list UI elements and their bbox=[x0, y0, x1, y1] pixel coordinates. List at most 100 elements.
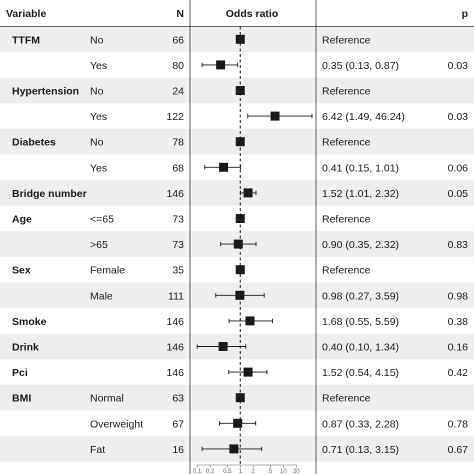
odds-ratio-point bbox=[233, 418, 243, 428]
row-n: 24 bbox=[172, 86, 184, 98]
row-p-value: 0.78 bbox=[448, 418, 469, 430]
row-p-value: 0.03 bbox=[448, 111, 469, 123]
row-n: 146 bbox=[166, 188, 184, 200]
row-level: Yes bbox=[90, 162, 107, 174]
row-variable: Drink bbox=[12, 342, 39, 354]
row-n: 67 bbox=[172, 418, 184, 430]
row-n: 146 bbox=[166, 342, 184, 354]
odds-ratio-point bbox=[270, 111, 280, 121]
odds-ratio-point bbox=[243, 367, 253, 377]
header-n: N bbox=[176, 8, 184, 20]
row-estimate-label: 0.87 (0.33, 2.28) bbox=[322, 418, 399, 430]
x-tick-label: 20 bbox=[293, 469, 300, 474]
header-p: p bbox=[462, 8, 468, 20]
row-p-value: 0.98 bbox=[448, 290, 469, 302]
row-estimate-label: 1.52 (1.01, 2.32) bbox=[322, 188, 399, 200]
odds-ratio-point bbox=[235, 86, 245, 95]
row-estimate-label: Reference bbox=[322, 137, 371, 149]
row-estimate-label: Reference bbox=[322, 393, 371, 405]
row-n: 122 bbox=[166, 111, 184, 123]
row-n: 146 bbox=[166, 316, 184, 328]
x-tick-label: 2 bbox=[252, 469, 256, 474]
row-p-value: 0.38 bbox=[448, 316, 469, 328]
row-variable: Hypertension bbox=[12, 86, 79, 98]
row-p-value: 0.83 bbox=[448, 239, 469, 251]
odds-ratio-point bbox=[233, 239, 243, 249]
header-odds-ratio: Odds ratio bbox=[226, 8, 279, 20]
table-rows: TTFM No 66 Reference Yes 80 0.35 (0.13, 0.87) 0… bbox=[12, 34, 468, 456]
row-estimate-label: Reference bbox=[322, 214, 371, 226]
row-variable: Bridge number bbox=[12, 188, 87, 200]
row-estimate-label: 0.40 (0.10, 1.34) bbox=[322, 342, 399, 354]
odds-ratio-point bbox=[235, 290, 245, 300]
row-estimate-label: 0.98 (0.27, 3.59) bbox=[322, 290, 399, 302]
row-estimate-label: 6.42 (1.49, 46.24) bbox=[322, 111, 405, 123]
row-variable: Sex bbox=[12, 265, 31, 277]
row-p-value: 0.42 bbox=[448, 367, 469, 379]
row-level: Male bbox=[90, 290, 113, 302]
row-variable: Diabetes bbox=[12, 137, 56, 149]
row-estimate-label: 0.71 (0.13, 3.15) bbox=[322, 444, 399, 456]
table-header: Variable N Odds ratio p bbox=[6, 8, 468, 20]
row-level: >65 bbox=[90, 239, 108, 251]
x-tick-label: 0.1 bbox=[193, 469, 202, 474]
row-level: Yes bbox=[90, 111, 107, 123]
row-estimate-label: Reference bbox=[322, 265, 371, 277]
row-level: Female bbox=[90, 265, 125, 277]
row-estimate-label: Reference bbox=[322, 34, 371, 46]
x-tick-label: 0.5 bbox=[223, 469, 232, 474]
x-axis: 0.1 0.2 0.5 1 2 5 10 20 bbox=[193, 464, 300, 474]
row-level: Normal bbox=[90, 393, 124, 405]
row-estimate-label: 0.90 (0.35, 2.32) bbox=[322, 239, 399, 251]
row-p-value: 0.03 bbox=[448, 60, 469, 72]
row-level: Fat bbox=[90, 444, 105, 456]
row-p-value: 0.05 bbox=[448, 188, 469, 200]
odds-ratio-point bbox=[243, 188, 253, 198]
row-n: 16 bbox=[172, 444, 184, 456]
odds-ratio-point bbox=[218, 342, 228, 351]
row-level: No bbox=[90, 86, 104, 98]
row-n: 111 bbox=[168, 290, 184, 302]
row-p-value: 0.16 bbox=[448, 342, 469, 354]
row-p-value: 0.67 bbox=[448, 444, 469, 456]
odds-ratio-point bbox=[216, 60, 226, 70]
x-tick-label: 10 bbox=[280, 469, 287, 474]
x-tick-label: 5 bbox=[269, 469, 273, 474]
header-variable: Variable bbox=[6, 8, 46, 20]
odds-ratio-point bbox=[229, 444, 239, 454]
row-variable: Age bbox=[12, 214, 32, 226]
odds-ratio-point bbox=[235, 137, 245, 147]
x-tick-label: 0.2 bbox=[206, 469, 215, 474]
odds-ratio-point bbox=[245, 316, 255, 326]
odds-ratio-point bbox=[235, 214, 245, 223]
row-n: 63 bbox=[172, 393, 184, 405]
row-variable: Smoke bbox=[12, 316, 47, 328]
row-variable: Pci bbox=[12, 367, 28, 379]
row-n: 146 bbox=[166, 367, 184, 379]
row-estimate-label: 0.41 (0.15, 1.01) bbox=[322, 162, 399, 174]
row-estimate-label: Reference bbox=[322, 86, 371, 98]
x-tick-label: 1 bbox=[239, 469, 243, 474]
row-variable: BMI bbox=[12, 393, 31, 405]
row-n: 73 bbox=[172, 239, 184, 251]
row-estimate-label: 0.35 (0.13, 0.87) bbox=[322, 60, 399, 72]
row-level: No bbox=[90, 137, 104, 149]
odds-ratio-point bbox=[219, 162, 229, 172]
row-n: 35 bbox=[172, 265, 184, 277]
row-n: 73 bbox=[172, 214, 184, 226]
row-p-value: 0.06 bbox=[448, 162, 469, 174]
row-estimate-label: 1.52 (0.54, 4.15) bbox=[322, 367, 399, 379]
row-level: Yes bbox=[90, 60, 107, 72]
row-level: Overweight bbox=[90, 418, 143, 430]
row-level: No bbox=[90, 34, 104, 46]
row-n: 66 bbox=[172, 34, 184, 46]
plot-area bbox=[196, 26, 313, 465]
row-stripe bbox=[0, 180, 474, 206]
row-level: <=65 bbox=[90, 214, 114, 226]
row-estimate-label: 1.68 (0.55, 5.59) bbox=[322, 316, 399, 328]
row-n: 68 bbox=[172, 162, 184, 174]
row-n: 78 bbox=[172, 137, 184, 149]
row-n: 80 bbox=[172, 60, 184, 72]
